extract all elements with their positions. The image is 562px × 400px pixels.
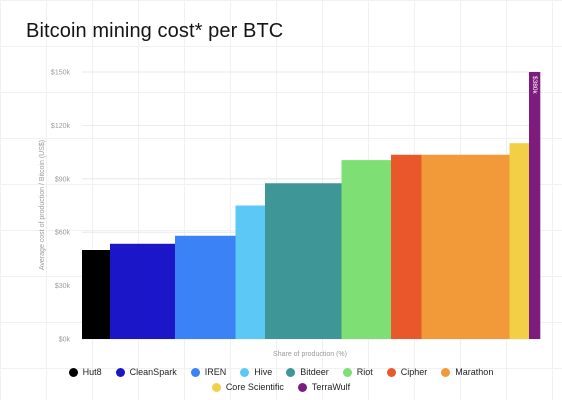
legend-item: Hut8 xyxy=(68,367,102,377)
y-axis-title: Average cost of production / Bitcoin (US… xyxy=(39,140,46,270)
legend-swatch xyxy=(190,367,200,377)
legend-swatch xyxy=(68,367,78,377)
legend-item: IREN xyxy=(190,367,227,377)
legend-label: Bitdeer xyxy=(300,367,329,377)
y-tick-label: $0k xyxy=(59,337,71,344)
legend-label: Core Scientific xyxy=(225,382,284,392)
legend-label: Hut8 xyxy=(82,367,102,377)
y-tick-label: $60k xyxy=(55,230,71,237)
y-tick-labels: $0k $30k $60k $90k $120k $150k xyxy=(51,70,71,344)
bar-terrawulf xyxy=(529,72,541,339)
legend-label: IREN xyxy=(204,367,227,377)
bar-data-label: $380k xyxy=(531,76,538,94)
legend-item: TerraWulf xyxy=(297,382,351,392)
legend-row: Core Scientific TerraWulf xyxy=(0,382,562,392)
legend-label: Hive xyxy=(254,367,273,377)
legend-swatch xyxy=(441,367,451,377)
y-tick-label: $120k xyxy=(51,123,71,130)
y-tick-label: $30k xyxy=(55,283,71,290)
y-tick-label: $150k xyxy=(51,70,71,77)
legend-item: Riot xyxy=(342,367,373,377)
legend-label: TerraWulf xyxy=(311,382,351,392)
bar-cleanspark xyxy=(110,243,176,339)
bar-riot xyxy=(341,160,392,339)
bars: $380k xyxy=(82,72,541,339)
legend-item: Hive xyxy=(240,367,272,377)
legend-swatch xyxy=(297,382,307,392)
legend-label: CleanSpark xyxy=(129,367,177,377)
bar-iren xyxy=(175,235,236,339)
legend-label: Riot xyxy=(356,367,373,377)
legend-swatch xyxy=(342,367,352,377)
legend-swatch xyxy=(386,367,396,377)
bar-bitdeer xyxy=(265,183,342,339)
legend-swatch xyxy=(286,367,296,377)
bar-cipher xyxy=(391,154,422,339)
legend-swatch xyxy=(115,367,125,377)
legend-item: Bitdeer xyxy=(286,367,329,377)
legend-label: Cipher xyxy=(400,367,428,377)
x-axis-title: Share of production (%) xyxy=(273,351,347,358)
legend-swatch xyxy=(211,382,221,392)
bar-marathon xyxy=(421,154,510,339)
legend-label: Marathon xyxy=(455,367,494,377)
legend-row: Hut8 CleanSpark IREN Hive Bitdeer Riot Cipher M… xyxy=(0,367,562,377)
legend-item: Cipher xyxy=(386,367,428,377)
legend-item: CleanSpark xyxy=(115,367,177,377)
legend-item: Core Scientific xyxy=(211,382,284,392)
legend: Hut8 CleanSpark IREN Hive Bitdeer Riot Cipher M… xyxy=(0,367,562,397)
legend-swatch xyxy=(240,367,250,377)
bar-hive xyxy=(235,205,266,339)
y-tick-label: $90k xyxy=(55,176,71,183)
bar-hut8 xyxy=(82,250,111,339)
chart-title: Bitcoin mining cost* per BTC xyxy=(26,20,284,42)
bar-core-scientific xyxy=(509,143,530,339)
legend-item: Marathon xyxy=(441,367,493,377)
